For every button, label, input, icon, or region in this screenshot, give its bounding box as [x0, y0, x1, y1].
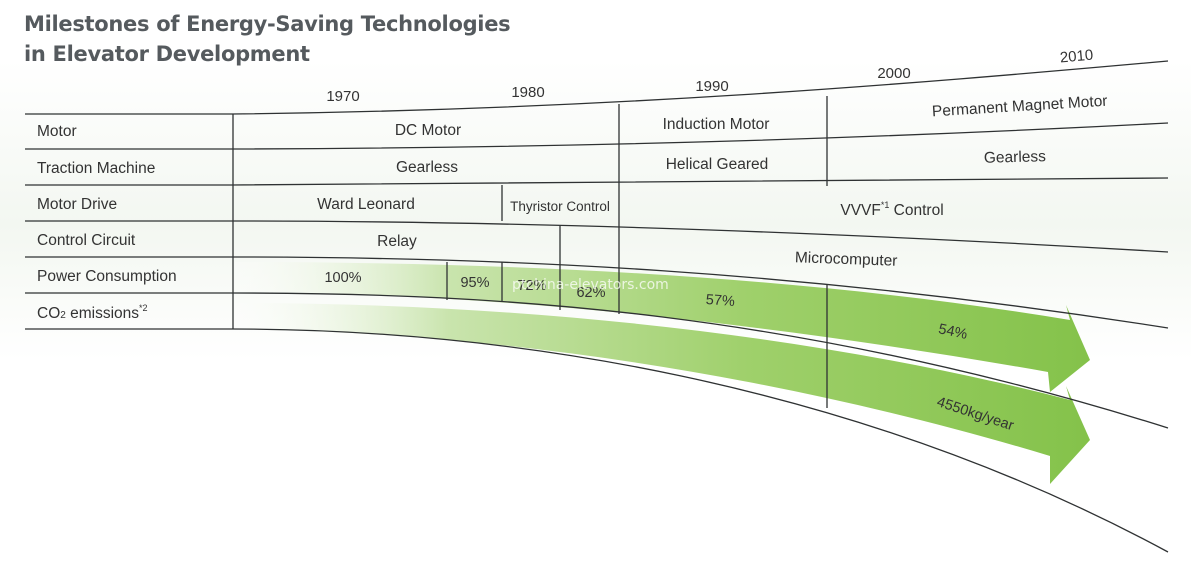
power-value-62: 62%: [576, 285, 605, 301]
power-value-95: 95%: [460, 275, 489, 291]
cell-ward-leonard: Ward Leonard: [317, 196, 415, 213]
diagram-title-line-1: Milestones of Energy-Saving Technologies: [24, 12, 511, 36]
power-value-72: 72%: [517, 278, 546, 294]
cell-helical-geared: Helical Geared: [666, 156, 769, 173]
cell-gearless-early: Gearless: [396, 159, 458, 176]
row-line-4: [25, 220, 1169, 253]
column-dividers: [232, 96, 828, 408]
row-label-motor-drive: Motor Drive: [37, 196, 117, 213]
cell-microcomputer: Microcomputer: [795, 249, 898, 270]
co2-emissions-arrow: [235, 303, 1090, 484]
power-consumption-arrow: [235, 262, 1090, 392]
cell-vvvf-control: VVVF*1 Control: [840, 200, 943, 219]
row-line-top: [25, 60, 1169, 115]
year-1980: 1980: [511, 84, 544, 101]
row-label-co2-emissions: CO2 emissions*2: [37, 303, 148, 322]
power-value-54: 54%: [937, 321, 969, 343]
row-label-traction-machine: Traction Machine: [37, 160, 155, 177]
cell-induction-motor: Induction Motor: [663, 116, 770, 133]
cell-thyristor-control: Thyristor Control: [510, 199, 610, 214]
row-line-5: [25, 256, 1169, 329]
year-2010: 2010: [1059, 47, 1094, 67]
row-lines: [25, 60, 1169, 553]
year-1970: 1970: [326, 88, 359, 105]
cell-relay: Relay: [377, 233, 417, 250]
power-value-100: 100%: [324, 270, 361, 286]
row-label-motor: Motor: [37, 123, 77, 140]
diagram-title-line-2: in Elevator Development: [24, 42, 310, 66]
watermark-text: ptchina-elevators.com: [512, 277, 669, 293]
row-label-power-consumption: Power Consumption: [37, 268, 177, 285]
cell-gearless-late: Gearless: [984, 148, 1047, 167]
row-line-6: [25, 292, 1169, 429]
power-value-57: 57%: [705, 292, 735, 310]
cell-dc-motor: DC Motor: [395, 122, 461, 139]
year-1990: 1990: [695, 78, 728, 95]
row-line-bottom: [25, 328, 1169, 553]
row-label-control-circuit: Control Circuit: [37, 232, 136, 249]
row-line-2: [25, 122, 1169, 150]
year-2000: 2000: [877, 65, 910, 82]
